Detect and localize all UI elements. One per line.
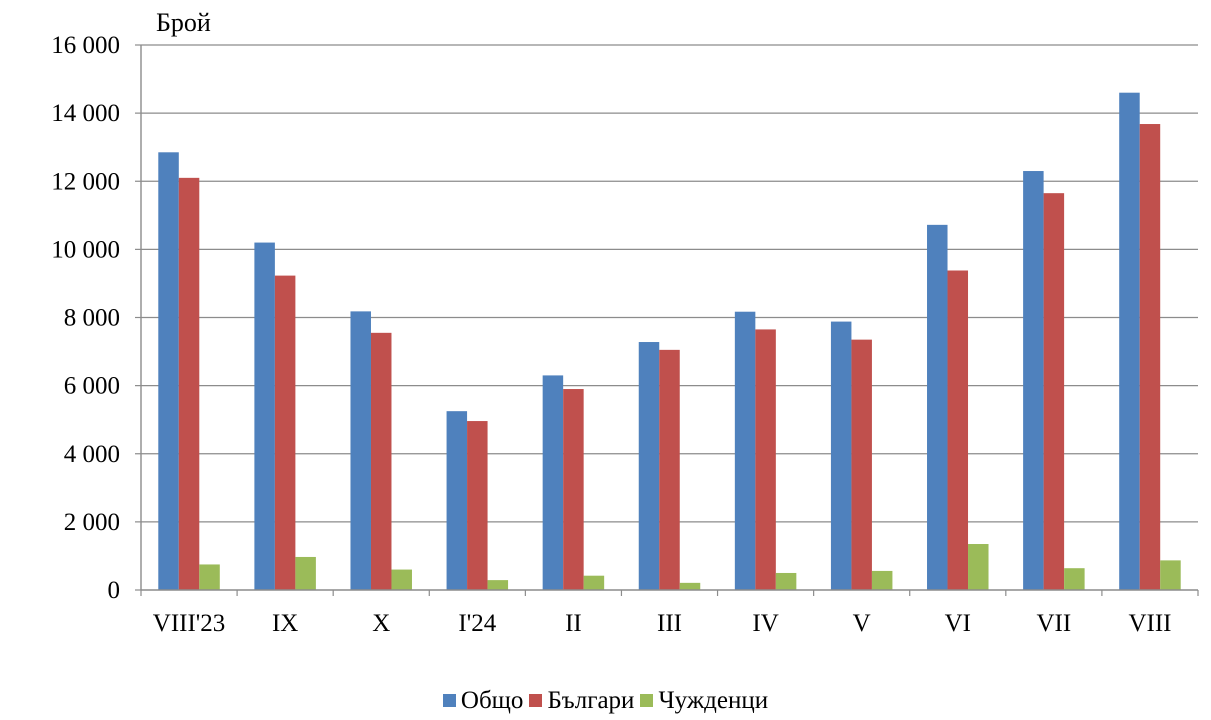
bar-Общо-IX: [254, 242, 275, 590]
bar-Общо-I'24: [446, 411, 468, 590]
bar-Общо-III: [638, 342, 660, 590]
bars: [158, 92, 1181, 591]
bar-Българи-VII: [1043, 193, 1065, 590]
bar-Общо-II: [542, 375, 564, 590]
bar-Българи-V: [851, 339, 872, 590]
bar-Българи-I'24: [467, 421, 488, 590]
bar-Българи-II: [563, 389, 584, 590]
y-tick-label: 0: [108, 577, 121, 604]
legend: Общо Българи Чужденци: [0, 686, 1211, 715]
bar-Чужденци-VII: [1064, 568, 1085, 590]
x-tick-label: X: [372, 610, 390, 637]
x-axis-ticks: VIII'23 IX X I'24 II III IV V VI VII VIII: [140, 590, 1199, 637]
y-axis-ticks: 0 2 000 4 000 6 000 8 000 10 000 12 000 14 000 1…: [51, 32, 141, 604]
legend-swatch: [640, 694, 654, 707]
bar-Общо-VIII: [1119, 92, 1140, 590]
bar-Българи-IV: [755, 329, 776, 590]
x-tick-label: VIII'23: [153, 610, 226, 637]
y-tick-label: 2 000: [64, 509, 120, 536]
y-tick-label: 4 000: [64, 441, 120, 468]
x-tick-label: VI: [945, 610, 971, 637]
legend-label: Общо: [460, 686, 524, 714]
x-tick-label: II: [565, 610, 582, 637]
bar-Българи-VIII: [1139, 124, 1161, 591]
bar-Чужденци-VIII'23: [199, 564, 220, 590]
bar-Общо-VI: [927, 224, 948, 590]
bar-Чужденци-III: [679, 582, 701, 590]
legend-swatch: [529, 694, 543, 707]
y-tick-label: 6 000: [64, 373, 120, 400]
bar-Общо-X: [350, 311, 371, 590]
axes: [140, 45, 1198, 591]
bar-Българи-III: [659, 349, 680, 590]
y-tick-label: 14 000: [51, 100, 120, 127]
x-tick-label: IX: [272, 610, 298, 637]
legend-label: Българи: [547, 686, 635, 714]
x-tick-label: III: [657, 610, 682, 637]
bar-Чужденци-IX: [295, 556, 316, 590]
bar-Българи-IX: [274, 275, 296, 590]
bar-Чужденци-II: [583, 575, 605, 590]
legend-swatch: [442, 694, 456, 707]
x-tick-label: I'24: [458, 610, 496, 637]
bar-Чужденци-IV: [775, 572, 797, 590]
bar-Чужденци-V: [871, 570, 893, 590]
legend-label: Чужденци: [658, 686, 769, 714]
bar-Общо-IV: [734, 311, 756, 590]
bar-Българи-VIII'23: [178, 177, 200, 590]
y-tick-label: 12 000: [51, 168, 120, 195]
legend-item: Българи: [529, 687, 634, 715]
bar-Чужденци-VI: [968, 544, 989, 590]
bar-Общо-VII: [1023, 171, 1044, 590]
bar-Българи-X: [370, 332, 392, 590]
x-tick-label: V: [853, 610, 871, 637]
y-axis-label: Брой: [156, 8, 211, 37]
legend-item: Чужденци: [640, 687, 768, 715]
x-tick-label: VIII: [1128, 610, 1171, 637]
x-tick-label: VII: [1037, 610, 1072, 637]
bar-Чужденци-I'24: [487, 580, 509, 590]
y-tick-label: 8 000: [64, 305, 120, 332]
y-tick-label: 16 000: [51, 32, 120, 59]
bar-Общо-V: [830, 321, 852, 590]
legend-item: Общо: [442, 686, 524, 715]
bar-Чужденци-VIII: [1160, 560, 1181, 590]
y-tick-label: 10 000: [51, 236, 120, 263]
x-tick-label: IV: [752, 610, 778, 637]
bar-Чужденци-X: [391, 569, 412, 590]
bar-Общо-VIII'23: [158, 152, 179, 590]
bar-Българи-VI: [947, 270, 969, 590]
